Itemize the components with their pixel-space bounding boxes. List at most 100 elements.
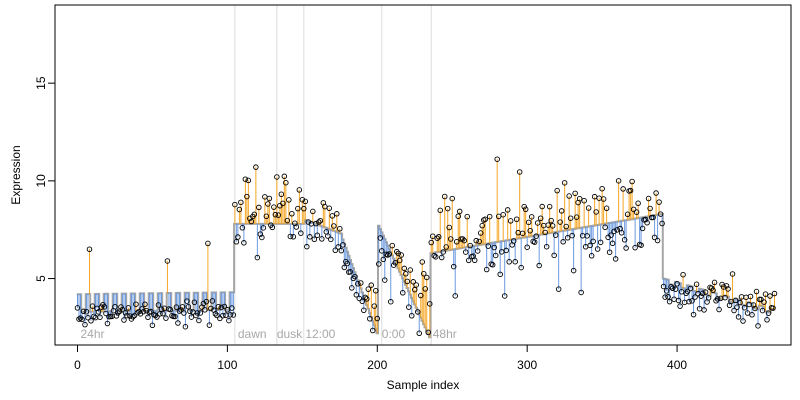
data-point (492, 252, 499, 259)
data-point (690, 311, 697, 318)
data-point (566, 193, 572, 199)
data-point (295, 205, 301, 212)
data-point (672, 286, 679, 292)
data-point (486, 213, 493, 220)
data-point (722, 294, 728, 301)
data-point (340, 242, 346, 248)
data-point (621, 237, 628, 243)
data-point (422, 286, 428, 292)
y-tick-label: 5 (34, 275, 48, 282)
data-point (172, 313, 178, 320)
data-point (587, 242, 593, 249)
x-tick-label: 200 (367, 358, 387, 372)
data-point (731, 307, 737, 314)
data-point (770, 305, 776, 311)
data-point (121, 317, 127, 323)
data-point (431, 252, 437, 259)
data-point (633, 209, 640, 215)
data-point (675, 297, 682, 304)
data-point (440, 249, 446, 255)
data-point (202, 307, 208, 313)
data-point (124, 312, 130, 319)
data-point (242, 176, 249, 182)
data-point (359, 298, 366, 305)
data-point (594, 246, 601, 252)
data-point (176, 308, 183, 314)
data-point (407, 267, 414, 273)
data-point (558, 208, 565, 214)
data-point (644, 219, 650, 226)
data-point (630, 206, 637, 213)
data-point (657, 211, 664, 217)
data-point (154, 314, 160, 320)
data-point (235, 234, 241, 240)
data-point (271, 204, 277, 210)
data-point (608, 232, 614, 238)
data-points (74, 156, 778, 337)
data-point (512, 258, 518, 265)
data-point (224, 307, 231, 313)
data-point (401, 265, 408, 272)
data-point (660, 283, 667, 290)
annotations: 24hr dawn dusk 12:00 0:00 48hr (80, 327, 456, 341)
data-point (659, 220, 665, 227)
data-point (301, 205, 307, 212)
data-point (290, 234, 297, 240)
data-point (455, 213, 461, 219)
data-point (714, 296, 721, 302)
data-point (221, 303, 228, 310)
data-point (588, 253, 595, 259)
data-point (744, 310, 751, 316)
data-point (525, 219, 532, 226)
data-point (600, 196, 607, 202)
data-point (307, 234, 313, 240)
data-point (182, 323, 189, 330)
data-point (230, 312, 237, 318)
data-point (552, 232, 559, 238)
data-point (522, 206, 529, 213)
data-point (139, 306, 145, 312)
data-point (723, 283, 730, 289)
data-point (599, 185, 605, 192)
data-point (680, 271, 686, 278)
data-point (203, 298, 210, 305)
data-point (750, 302, 757, 308)
data-point (241, 240, 247, 246)
data-point (233, 239, 240, 245)
data-point (400, 290, 406, 296)
data-point (638, 242, 644, 248)
data-point (311, 236, 318, 242)
data-point (239, 225, 246, 231)
data-point (453, 238, 460, 245)
data-point (435, 234, 442, 240)
data-point (341, 264, 348, 271)
data-point (374, 315, 381, 322)
data-point (569, 232, 575, 239)
data-point (184, 298, 190, 304)
data-point (220, 312, 226, 319)
data-point (334, 211, 340, 217)
data-point (260, 225, 267, 231)
x-tick-label: 400 (667, 358, 687, 372)
data-point (326, 205, 333, 212)
data-point (755, 323, 761, 329)
data-point (403, 271, 409, 277)
data-point (477, 230, 484, 236)
data-point (584, 233, 590, 239)
data-point (256, 204, 262, 211)
data-point (602, 224, 608, 230)
data-point (461, 237, 467, 244)
data-point (419, 259, 426, 265)
data-point (160, 310, 166, 317)
data-point (729, 271, 736, 277)
data-point (157, 311, 163, 317)
data-point (759, 307, 766, 314)
data-point (362, 294, 369, 301)
data-point (325, 233, 331, 239)
data-point (650, 214, 656, 221)
data-point (409, 313, 415, 319)
data-point (654, 237, 661, 244)
data-point (284, 217, 291, 224)
data-point (101, 304, 108, 310)
data-point (741, 304, 748, 311)
